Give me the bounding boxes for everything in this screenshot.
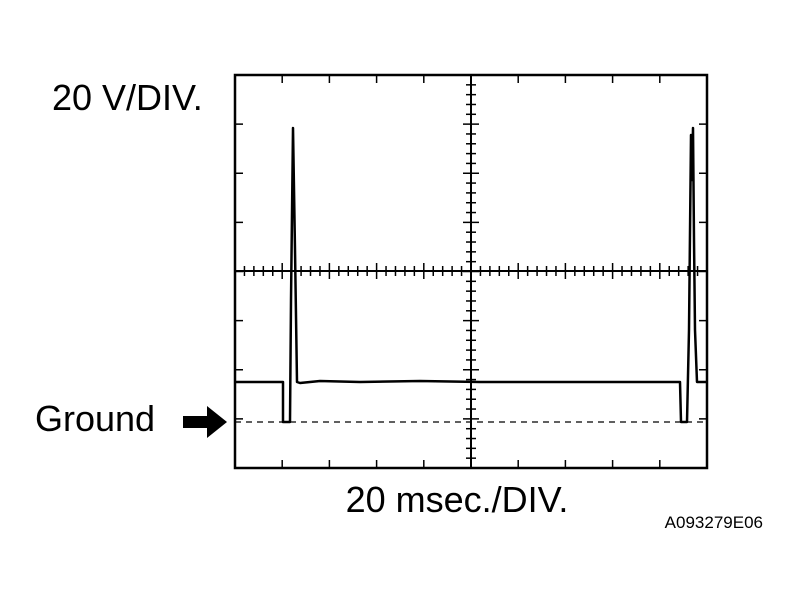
ground-label: Ground bbox=[35, 398, 155, 439]
vertical-scale-label: 20 V/DIV. bbox=[52, 77, 203, 118]
ground-arrow bbox=[183, 406, 227, 438]
waveform bbox=[236, 126, 707, 424]
figure-id: A093279E06 bbox=[665, 513, 763, 532]
horizontal-scale-label: 20 msec./DIV. bbox=[346, 479, 569, 520]
